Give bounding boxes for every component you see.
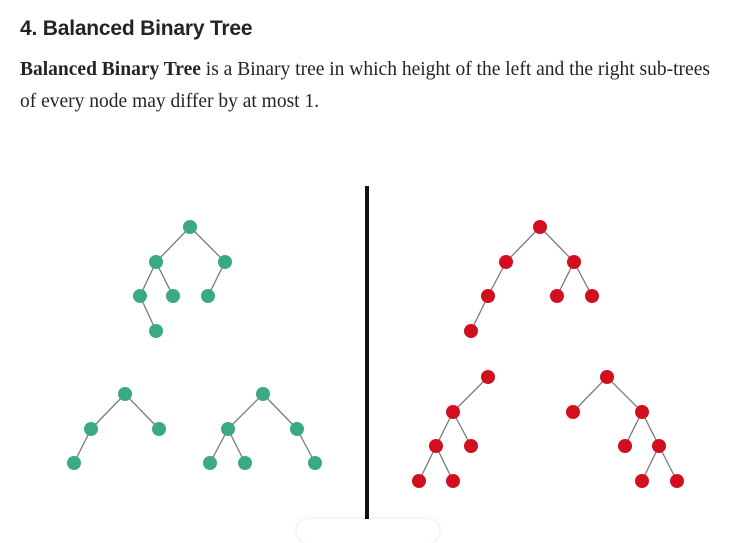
tree-node [635,405,649,419]
tree-edge [124,393,160,430]
tree-node [166,289,180,303]
tree-node [446,474,460,488]
tree-edge [262,393,298,430]
tree-node [201,289,215,303]
tree-edge [155,226,191,263]
balanced-tree-1 [133,220,232,338]
floating-action-bar[interactable] [297,519,439,543]
tree-edge [452,376,489,413]
unbalanced-tree-2 [412,370,495,488]
tree-edge [539,226,575,263]
tree-node [183,220,197,234]
tree-node [133,289,147,303]
tree-node [118,387,132,401]
section-heading: 4. Balanced Binary Tree [20,17,253,40]
tree-node [290,422,304,436]
tree-node [221,422,235,436]
balanced-tree-3 [203,387,322,470]
tree-node [84,422,98,436]
tree-edge [90,393,126,430]
tree-node [218,255,232,269]
binary-tree-illustration [67,186,684,520]
tree-node [585,289,599,303]
unbalanced-tree-3 [566,370,684,488]
tree-node [149,255,163,269]
tree-node [481,370,495,384]
tree-node [481,289,495,303]
tree-node [238,456,252,470]
tree-node [149,324,163,338]
tree-node [499,255,513,269]
tree-node [464,439,478,453]
definition-term: Balanced Binary Tree [20,59,201,80]
balanced-tree-2 [67,387,166,470]
unbalanced-tree-1 [464,220,599,338]
definition-text: is a Binary tree in which height of the … [20,59,710,112]
tree-node [550,289,564,303]
tree-node [429,439,443,453]
tree-node [308,456,322,470]
tree-node [652,439,666,453]
tree-node [256,387,270,401]
definition-paragraph: Balanced Binary Tree is a Binary tree in… [20,54,725,118]
tree-node [152,422,166,436]
tree-node [600,370,614,384]
tree-node [618,439,632,453]
tree-edge [227,393,264,430]
tree-node [566,405,580,419]
tree-node [635,474,649,488]
tree-edge [505,226,541,263]
tree-node [533,220,547,234]
tree-node [464,324,478,338]
tree-node [670,474,684,488]
tree-edge [606,376,643,413]
tree-edge [189,226,226,263]
tree-edge [572,376,608,413]
tree-node [203,456,217,470]
tree-node [67,456,81,470]
tree-node [446,405,460,419]
tree-node [412,474,426,488]
tree-node [567,255,581,269]
